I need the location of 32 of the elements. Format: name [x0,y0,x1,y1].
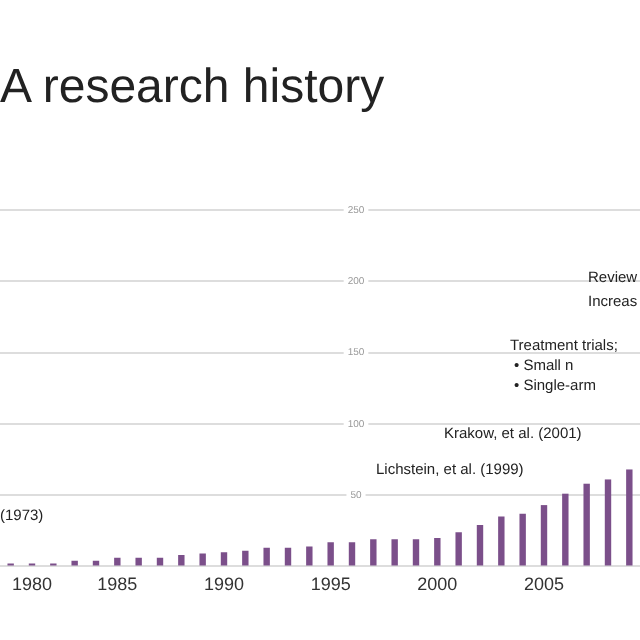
bar [412,539,420,566]
x-tick-label: 1980 [11,574,53,595]
bar [476,525,484,566]
chart-title: A research history [0,60,385,116]
bar [434,537,441,566]
x-tick-label: 2000 [417,574,458,595]
bar [455,532,462,566]
bar [562,493,569,566]
bar [498,516,505,566]
bar [220,552,228,566]
bar [242,550,249,566]
x-tick-label: 1985 [97,574,138,595]
bar [604,479,612,566]
x-tick-label: 2005 [523,574,565,595]
x-tick-label: 1990 [203,574,245,595]
bar [114,557,121,566]
bar [135,557,142,566]
x-tick-label: 1995 [310,574,351,595]
bar [519,513,526,566]
bar [306,546,313,566]
bar [199,553,206,566]
bar [327,542,334,566]
bar [583,483,590,566]
bar [178,555,185,566]
bar [391,539,398,566]
bar [263,547,270,566]
bar [370,539,377,566]
bar [284,547,292,566]
bar [348,542,356,566]
bar [626,469,633,566]
bar [540,505,548,566]
bar [71,560,78,566]
